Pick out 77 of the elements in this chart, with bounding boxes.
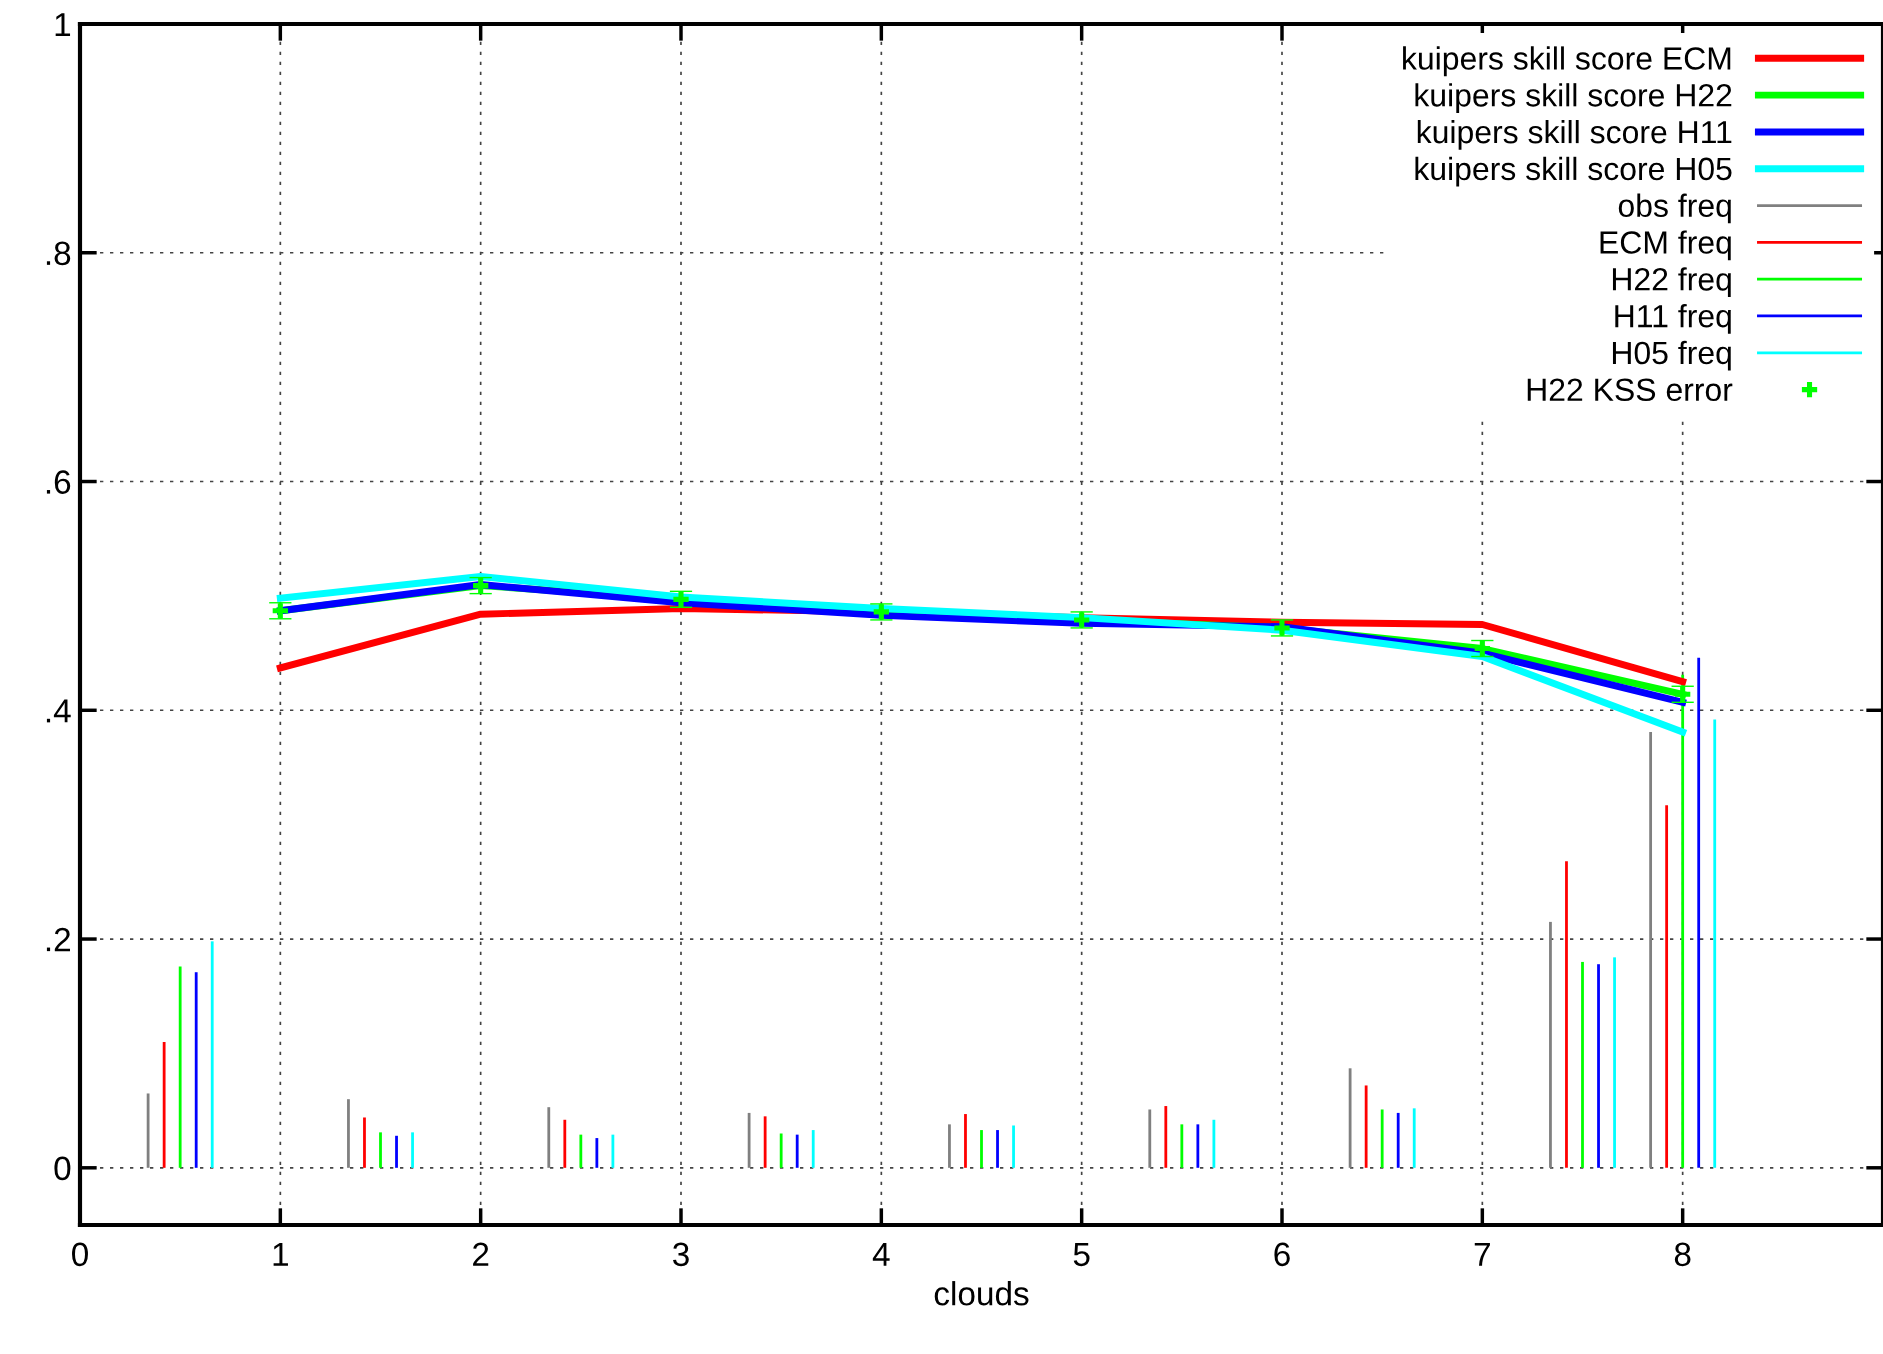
y-tick-label: .4 [46, 699, 71, 723]
point [873, 604, 889, 620]
x-tick-label: 7 [1474, 1242, 1490, 1266]
bar [747, 1112, 751, 1168]
legend-label: kuipers skill score H22 [1415, 83, 1732, 113]
bar [1665, 805, 1669, 1168]
point [1675, 686, 1691, 702]
bar [1649, 732, 1653, 1168]
x-tick-label: 5 [1073, 1242, 1090, 1267]
bar [795, 1134, 799, 1168]
bar [948, 1124, 951, 1168]
point [1074, 612, 1090, 628]
x-tick-label: 2 [473, 1242, 489, 1266]
legend-label: H22 freq [1612, 267, 1731, 297]
bar [178, 966, 182, 1168]
bar [1396, 1112, 1400, 1168]
bar [1348, 1068, 1352, 1168]
bar [1012, 1125, 1015, 1168]
legend-label: ECM freq [1600, 230, 1731, 261]
legend-label: H22 KSS error [1527, 378, 1733, 402]
bar [162, 1041, 166, 1168]
bar [395, 1135, 398, 1168]
x-tick-label: 6 [1274, 1242, 1290, 1267]
bar [763, 1116, 767, 1168]
bar [1565, 861, 1568, 1168]
legend-label: kuipers skill score H11 [1417, 119, 1732, 150]
x-tick-label: 1 [273, 1242, 288, 1266]
y-tick-label: .8 [46, 241, 71, 266]
bar [1212, 1119, 1216, 1168]
x-tick-label: 4 [872, 1242, 890, 1266]
legend-label: kuipers skill score ECM [1403, 46, 1731, 77]
bar [1581, 961, 1584, 1168]
bar [194, 972, 198, 1168]
bar [563, 1119, 567, 1168]
point [272, 603, 288, 619]
bar [347, 1099, 350, 1168]
bar [595, 1138, 599, 1168]
y-tick-label: .6 [46, 470, 71, 494]
bar [611, 1134, 615, 1168]
legend-label: H11 freq [1615, 304, 1731, 334]
bar [1364, 1085, 1368, 1168]
point [1474, 640, 1490, 657]
bar [1148, 1109, 1152, 1168]
bar [1412, 1108, 1416, 1168]
bar [964, 1114, 967, 1168]
y-tick-label: .2 [46, 927, 70, 952]
legend-label: H05 freq [1612, 340, 1731, 371]
bar [1613, 957, 1616, 1168]
bar [411, 1132, 414, 1168]
bar [579, 1134, 583, 1168]
point [673, 591, 689, 607]
bar [210, 941, 214, 1168]
bar [779, 1133, 783, 1168]
x-tick-label: 3 [673, 1242, 689, 1267]
bar [1180, 1124, 1184, 1168]
x-tick-label: 8 [1674, 1242, 1691, 1267]
bar [996, 1130, 999, 1168]
bar [1549, 921, 1552, 1168]
bar [363, 1117, 366, 1168]
y-tick-label: 0 [54, 1156, 71, 1181]
bar [1164, 1106, 1168, 1168]
bar [1196, 1124, 1200, 1168]
legend-label: obs freq [1618, 193, 1731, 224]
bar [811, 1130, 815, 1168]
x-tick-label: 0 [72, 1242, 88, 1267]
bar [1697, 657, 1701, 1168]
x-axis-title: clouds [934, 1281, 1029, 1306]
legend-label: kuipers skill score H05 [1415, 156, 1732, 187]
bar [1713, 719, 1717, 1168]
bar [379, 1132, 382, 1168]
bar [1597, 964, 1600, 1168]
bar [146, 1093, 150, 1168]
bar [980, 1130, 983, 1168]
point [473, 577, 489, 594]
bar [1380, 1109, 1384, 1168]
bar [547, 1107, 551, 1168]
y-tick-label: 1 [55, 13, 71, 37]
